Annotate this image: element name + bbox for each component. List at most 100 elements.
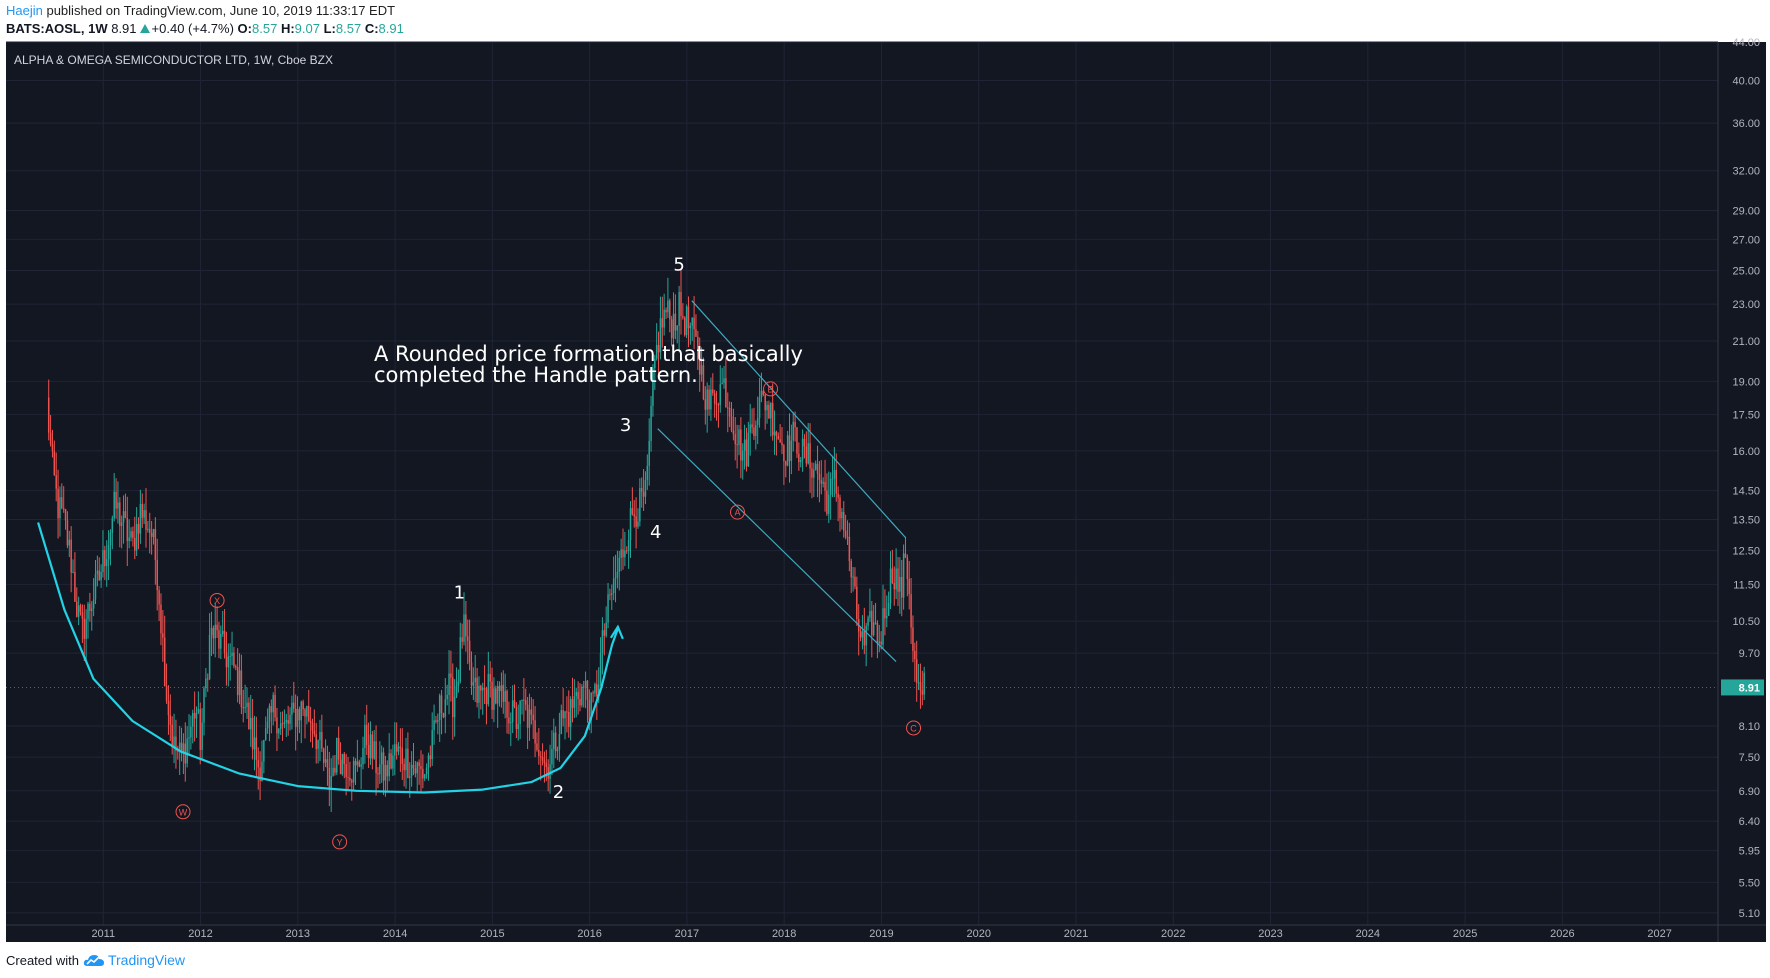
candle-body [590,692,592,721]
y-tick-label: 9.70 [1739,648,1760,660]
price-chart[interactable]: 1 2 3 4 5 X W Y A B C 44.00 40.00 36.00 32.00 29.00 27.… [0,0,1770,950]
candle-body [599,653,602,685]
x-tick-label: 2022 [1161,928,1185,940]
candle-body [298,709,301,721]
open-value: 8.57 [252,21,278,36]
candle-body [324,759,327,763]
candle-body [876,622,879,644]
candle-body [487,674,490,705]
candle-body [648,440,650,466]
candle-body [700,365,703,375]
candle-body [803,438,806,447]
candle-body [895,568,897,590]
candle-body [659,318,662,353]
candle-body [98,570,100,581]
y-tick-label: 12.50 [1732,546,1760,558]
candle-body [839,497,841,519]
candle-body [646,465,649,481]
tradingview-link[interactable]: TradingView [107,952,186,968]
y-tick-label: 13.50 [1732,515,1760,527]
candle-body [287,720,289,724]
candle-body [586,680,589,700]
y-tick-label: 14.50 [1732,486,1760,498]
candle-body [880,641,882,645]
candle-body [614,577,617,579]
candle-body [253,737,256,750]
candle-body [102,550,104,573]
candle-body [912,627,914,651]
candle-body [205,678,207,689]
candle-body [294,708,297,728]
candle-body [64,508,67,521]
candle-body [524,700,527,705]
author-link[interactable]: Haejin [6,3,43,18]
candle-body [820,479,823,484]
candle-body [343,754,346,765]
candle-body [431,730,433,760]
candle-body [201,722,203,750]
candle-body [807,443,809,464]
candle-body [702,365,705,400]
candle-body [130,531,132,538]
candle-body [242,707,245,709]
candle-body [489,674,491,682]
candle-body [669,300,671,320]
candle-body [337,737,340,760]
candle-body [708,389,710,410]
candle-body [414,768,417,774]
candle-body [603,630,606,636]
candle-body [401,748,404,765]
candle-body [796,427,798,454]
candle-body [461,637,463,642]
candle-body [177,750,179,752]
candle-body [719,384,722,405]
candle-body [476,677,478,703]
y-tick-label: 29.00 [1732,205,1760,217]
candle-body [375,741,377,774]
candle-body [349,777,351,781]
candle-body [352,760,355,783]
channel-lower-line [657,428,897,662]
last-price: 8.91 [111,21,137,36]
candle-body [132,531,134,538]
candle-body [437,720,439,722]
candle-body [496,685,499,704]
candle-body [869,610,871,618]
candle-body [96,570,99,575]
candle-body [633,514,635,517]
candle-body [171,724,173,748]
candles [47,269,925,812]
candle-body [264,728,267,740]
candle-body [334,767,336,773]
candle-body [470,662,473,686]
candle-body [190,726,192,738]
circle-label-text: B [768,384,774,394]
candle-body [315,734,317,749]
candle-body [884,608,886,619]
candle-body [670,319,673,339]
candle-body [655,345,658,359]
candle-body [225,652,228,668]
candle-body [517,724,520,730]
x-tick-label: 2024 [1356,928,1380,940]
y-tick-label: 11.50 [1733,579,1760,591]
candle-body [152,529,155,537]
x-tick-label: 2025 [1453,928,1477,940]
candle-body [240,670,243,708]
candle-body [569,699,572,727]
wave-label: 5 [673,254,684,275]
candle-body [87,603,89,620]
candle-body [169,715,172,725]
candle-body [403,764,405,771]
candle-body [113,491,115,519]
candle-body [910,594,912,628]
candle-body [640,488,643,492]
candle-body [792,421,794,441]
high-value: 9.07 [294,21,320,36]
candle-body [650,405,652,441]
candle-body [687,306,690,329]
candle-body [90,608,93,611]
candle-body [676,325,679,331]
x-tick-label: 2015 [480,928,504,940]
candle-body [605,622,607,636]
